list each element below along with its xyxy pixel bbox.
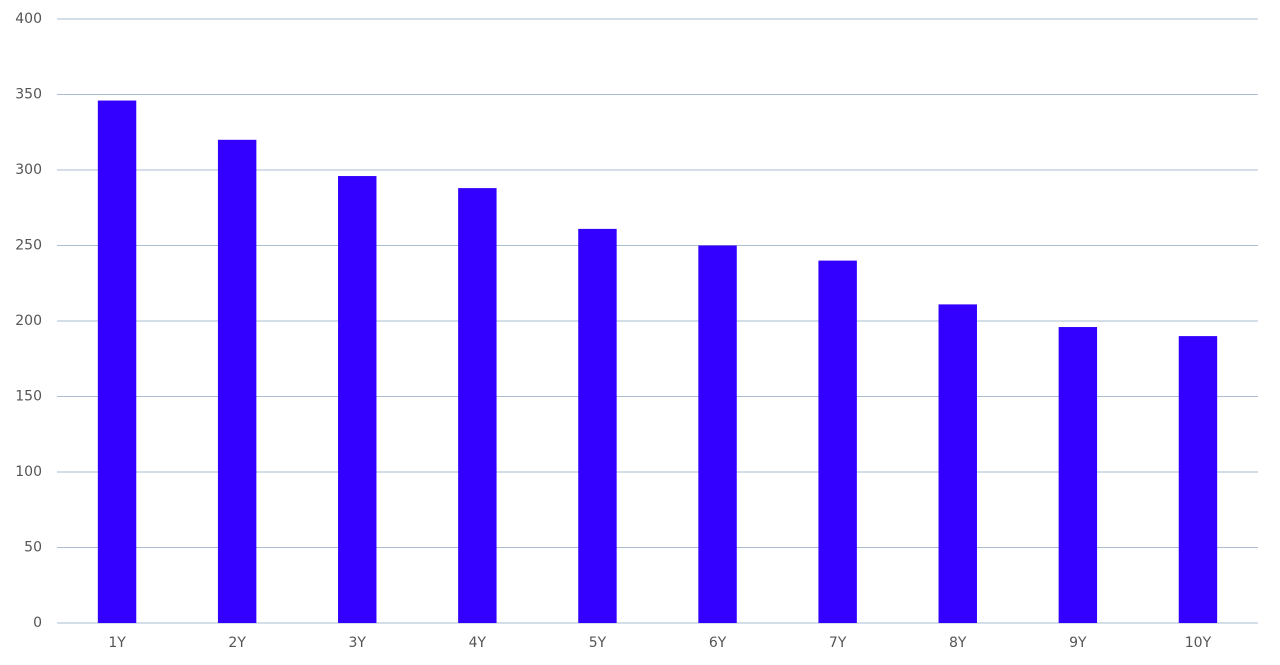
bar — [698, 245, 737, 623]
y-tick-label: 100 — [15, 464, 42, 480]
x-tick-label: 2Y — [228, 635, 246, 651]
y-tick-label: 0 — [33, 615, 42, 631]
bar — [1058, 327, 1098, 623]
y-tick-label: 150 — [15, 389, 42, 405]
x-tick-label: 9Y — [1069, 635, 1087, 651]
bar — [97, 100, 137, 624]
y-tick-label: 200 — [15, 313, 42, 329]
bar — [338, 176, 377, 624]
x-tick-label: 6Y — [709, 635, 727, 651]
x-tick-label: 1Y — [108, 635, 126, 651]
y-tick-label: 250 — [15, 238, 42, 254]
y-tick-label: 350 — [15, 87, 42, 103]
bar — [818, 260, 857, 623]
x-tick-label: 3Y — [349, 635, 367, 651]
y-tick-label: 300 — [15, 162, 42, 178]
x-tick-label: 8Y — [949, 635, 967, 651]
bar — [938, 304, 977, 623]
bar — [578, 228, 617, 623]
y-tick-label: 50 — [24, 540, 42, 556]
bar — [1178, 336, 1218, 623]
x-tick-label: 4Y — [469, 635, 487, 651]
x-tick-label: 5Y — [589, 635, 607, 651]
bar — [217, 139, 257, 624]
y-tick-label: 400 — [15, 11, 42, 27]
bar — [458, 188, 497, 623]
x-tick-label: 10Y — [1185, 635, 1212, 651]
x-tick-label: 7Y — [829, 635, 847, 651]
